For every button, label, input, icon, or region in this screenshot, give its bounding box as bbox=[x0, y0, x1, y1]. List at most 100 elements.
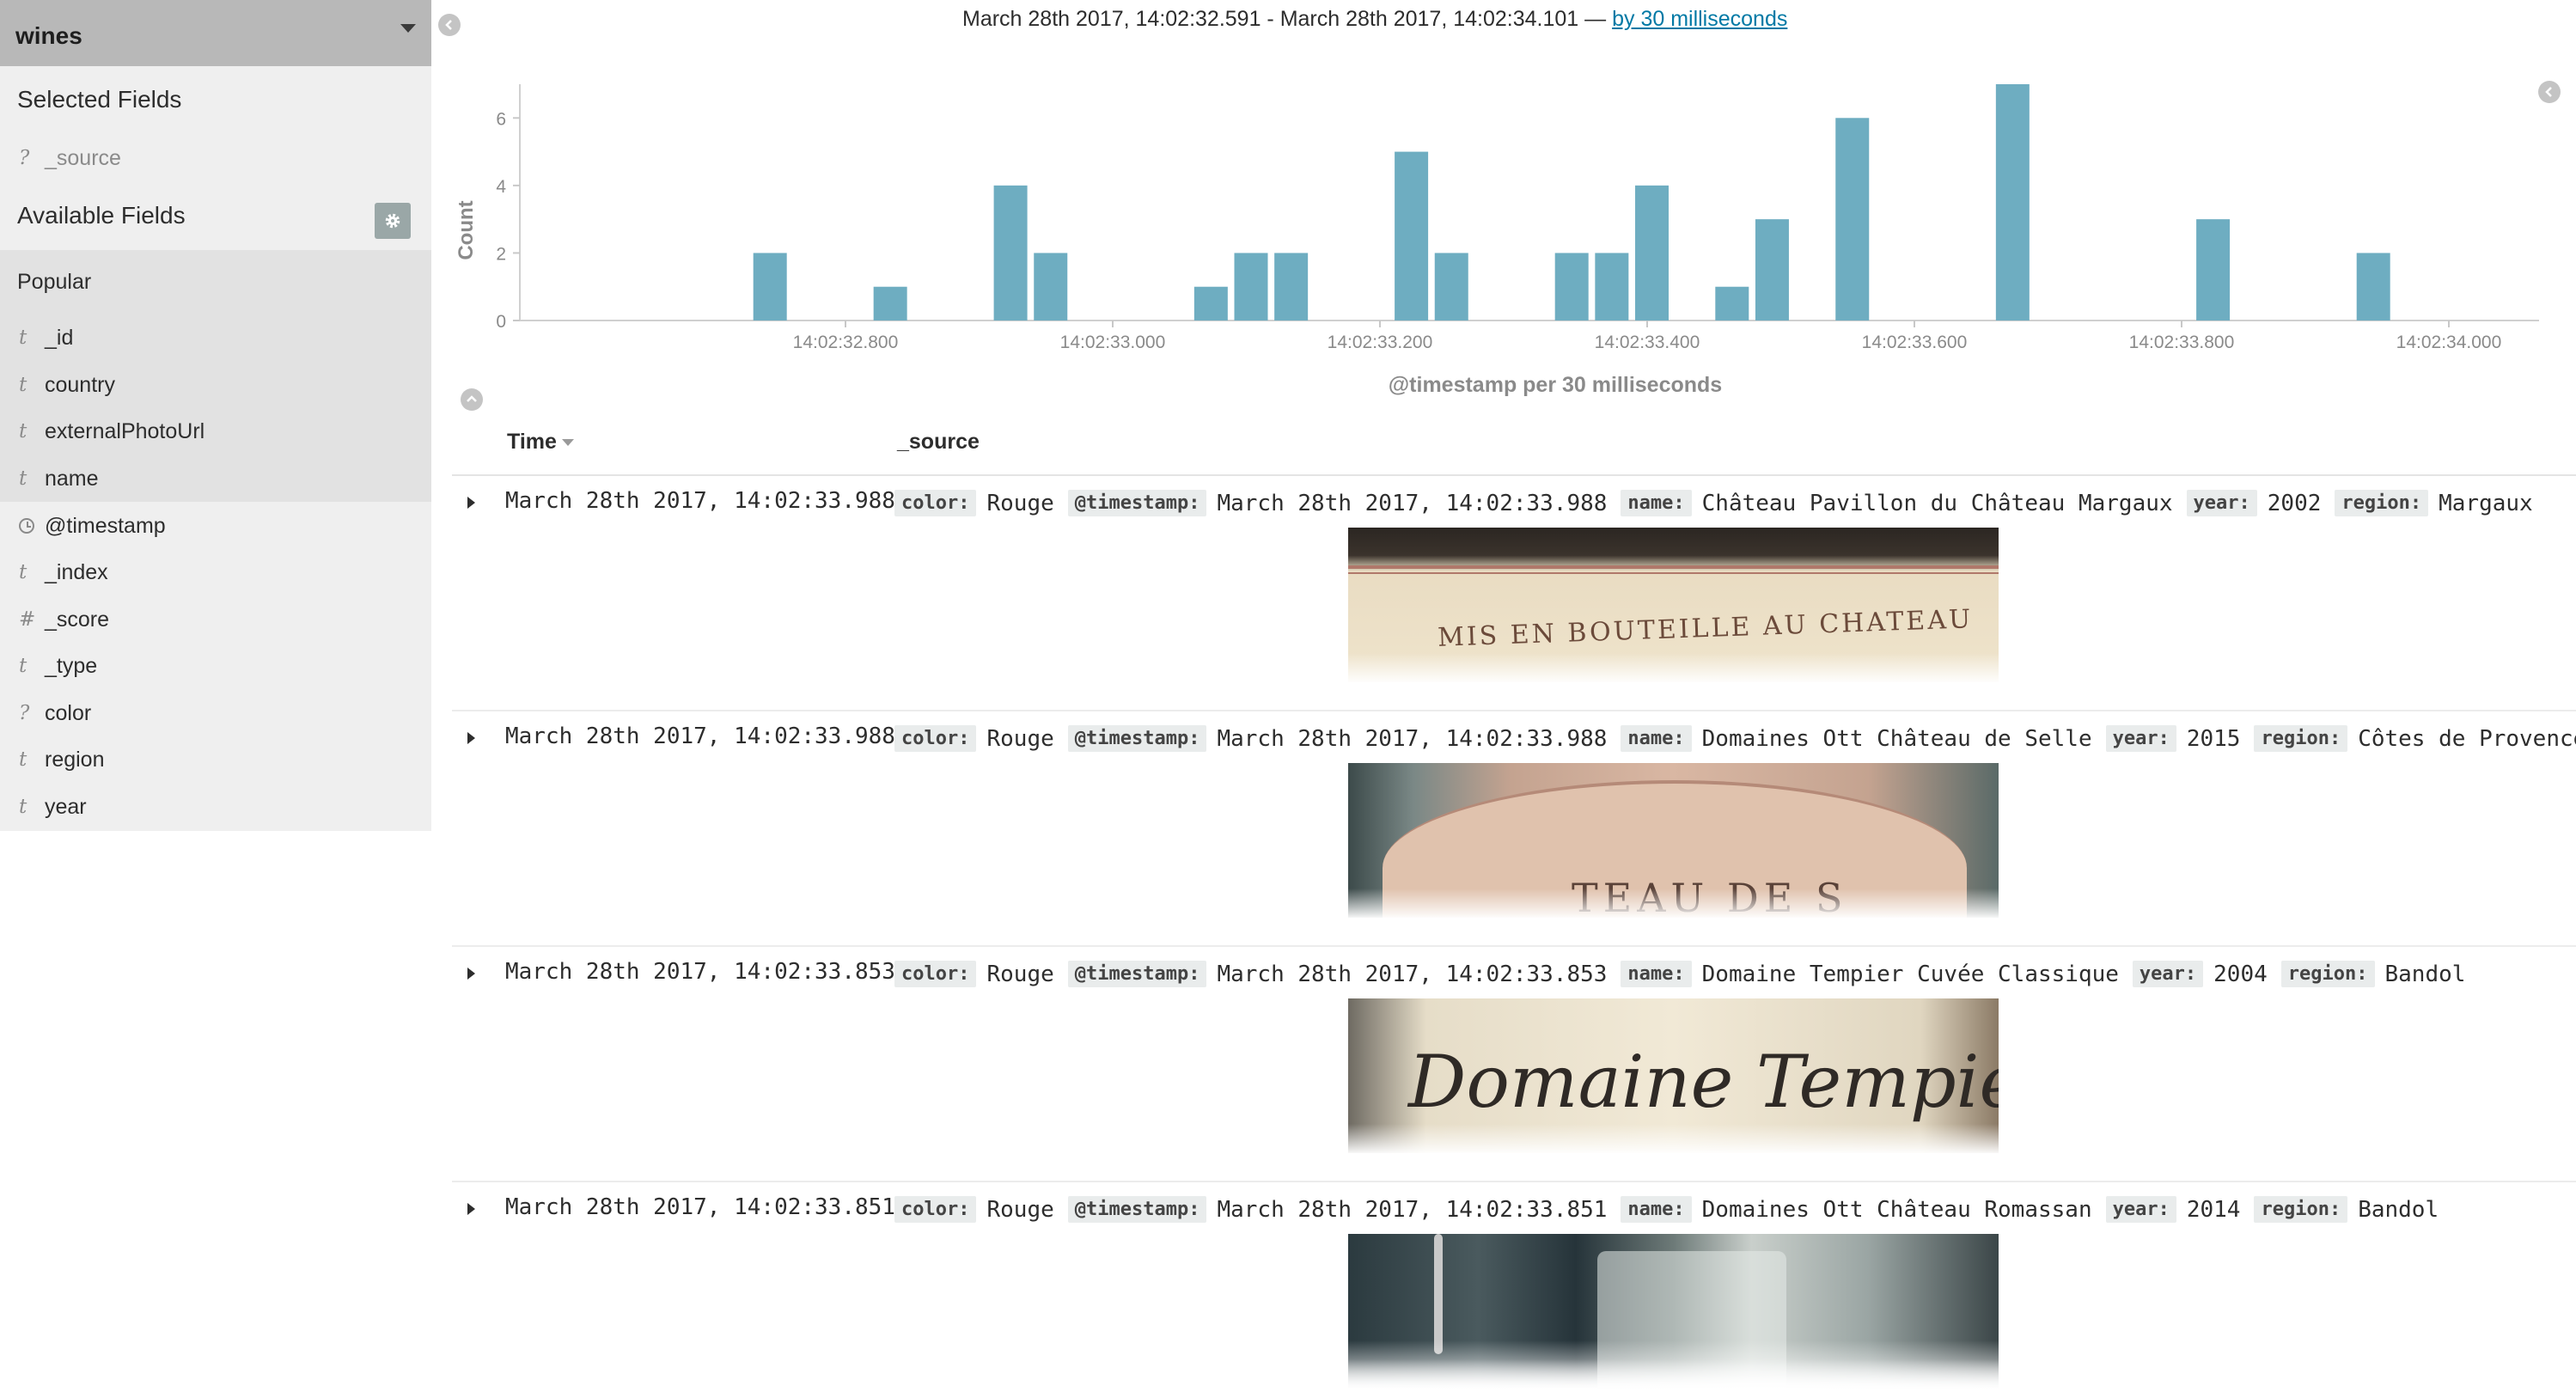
field-item-timestamp[interactable]: @timestamp bbox=[19, 509, 166, 543]
selected-field-source[interactable]: ? _source bbox=[19, 141, 121, 175]
field-item-index[interactable]: t _index bbox=[19, 555, 108, 589]
source-field-value: Côtes de Provence bbox=[2358, 725, 2576, 752]
x-tick-label: 14:02:33.400 bbox=[1595, 333, 1700, 352]
histogram-bar[interactable] bbox=[753, 253, 787, 321]
expand-row-icon[interactable] bbox=[467, 732, 475, 744]
source-field-key: name: bbox=[1621, 725, 1692, 752]
field-item-type[interactable]: t _type bbox=[19, 649, 97, 683]
field-item-color[interactable]: ? color bbox=[19, 696, 91, 730]
source-field-value: Bandol bbox=[2384, 961, 2466, 987]
popular-fields-title: Popular bbox=[17, 270, 92, 294]
field-name: _type bbox=[45, 653, 98, 678]
source-field-value: Domaine Tempier Cuvée Classique bbox=[1701, 961, 2119, 987]
time-column-header[interactable]: Time bbox=[507, 430, 574, 455]
histogram-bar[interactable] bbox=[1835, 118, 1870, 321]
histogram-bar[interactable] bbox=[1034, 253, 1068, 321]
source-field-value: Château Pavillon du Château Margaux bbox=[1701, 490, 2173, 516]
field-type-string-icon: t bbox=[19, 467, 27, 490]
field-item-year[interactable]: t year bbox=[19, 790, 87, 824]
collapse-sidebar-button[interactable] bbox=[438, 14, 461, 36]
available-fields-panel bbox=[0, 502, 431, 831]
source-column-header: _source bbox=[897, 430, 980, 454]
histogram-bars bbox=[753, 84, 2390, 321]
field-item-country[interactable]: t country bbox=[19, 368, 115, 402]
histogram-bar[interactable] bbox=[1434, 253, 1468, 321]
field-type-unknown-icon: ? bbox=[19, 702, 30, 724]
field-type-string-icon: t bbox=[19, 327, 27, 349]
scroll-fade bbox=[452, 1340, 2576, 1392]
source-field-value: 2002 bbox=[2267, 490, 2322, 516]
sort-down-icon[interactable] bbox=[561, 439, 574, 447]
histogram-bar[interactable] bbox=[1395, 151, 1429, 321]
histogram-bar[interactable] bbox=[1554, 253, 1589, 321]
source-field-key: region: bbox=[2254, 725, 2348, 752]
histogram-bar[interactable] bbox=[2196, 219, 2231, 321]
field-name: country bbox=[45, 372, 115, 397]
x-tick-label: 14:02:33.600 bbox=[1862, 333, 1968, 352]
wine-photo: MIS EN BOUTEILLE AU CHATEAU bbox=[1348, 528, 1999, 682]
source-field-value: 2004 bbox=[2213, 961, 2268, 987]
x-tick-label: 14:02:33.000 bbox=[1060, 333, 1166, 352]
popular-fields-panel bbox=[0, 250, 431, 502]
field-item-region[interactable]: t region bbox=[19, 742, 105, 777]
field-item-score[interactable]: # _score bbox=[19, 602, 109, 637]
histogram-bar[interactable] bbox=[873, 286, 907, 321]
table-row: March 28th 2017, 14:02:33.988 color: Rouge… bbox=[452, 476, 2576, 711]
source-field-key: @timestamp: bbox=[1067, 490, 1207, 516]
x-axis-label: @timestamp per 30 milliseconds bbox=[1389, 373, 1722, 397]
histogram-bar[interactable] bbox=[993, 185, 1028, 321]
table-row: March 28th 2017, 14:02:33.853 color: Rouge… bbox=[452, 947, 2576, 1182]
field-settings-button[interactable] bbox=[375, 203, 411, 239]
source-field-key: year: bbox=[2105, 725, 2176, 752]
field-item-externalphotourl[interactable]: t externalPhotoUrl bbox=[19, 414, 204, 449]
source-field-value: 2014 bbox=[2186, 1196, 2241, 1223]
histogram-bar[interactable] bbox=[1234, 253, 1268, 321]
expand-row-icon[interactable] bbox=[467, 1203, 475, 1215]
field-name: name bbox=[45, 466, 99, 491]
field-name: _id bbox=[45, 325, 74, 350]
histogram-bar[interactable] bbox=[1995, 84, 2030, 321]
source-field-value: Rouge bbox=[986, 1196, 1054, 1223]
row-divider bbox=[452, 710, 2576, 711]
row-source: color: Rouge @timestamp: March 28th 2017, 1… bbox=[894, 961, 2479, 987]
histogram-bar[interactable] bbox=[1715, 286, 1749, 321]
index-pattern-selector[interactable]: wines bbox=[0, 0, 431, 66]
row-source: color: Rouge @timestamp: March 28th 2017, 1… bbox=[894, 490, 2547, 516]
expand-row-icon[interactable] bbox=[467, 968, 475, 980]
field-type-string-icon: t bbox=[19, 374, 27, 396]
field-name: year bbox=[45, 794, 87, 819]
available-fields-title: Available Fields bbox=[17, 202, 186, 229]
interval-link[interactable]: by 30 milliseconds bbox=[1612, 7, 1788, 31]
field-item-name[interactable]: t name bbox=[19, 461, 99, 496]
x-tick-label: 14:02:33.200 bbox=[1328, 333, 1433, 352]
selected-fields-title: Selected Fields bbox=[17, 86, 182, 113]
field-sidebar: wines Selected Fields ? _source Availabl… bbox=[0, 0, 431, 1392]
field-type-string-icon: t bbox=[19, 748, 27, 771]
x-tick-label: 14:02:34.000 bbox=[2396, 333, 2502, 352]
histogram-bar[interactable] bbox=[1635, 185, 1669, 321]
collapse-legend-button[interactable] bbox=[2538, 81, 2561, 103]
photo-fade bbox=[1348, 888, 1999, 918]
histogram-bar[interactable] bbox=[1755, 219, 1789, 321]
histogram-bar[interactable] bbox=[1595, 253, 1629, 321]
field-item-id[interactable]: t _id bbox=[19, 321, 73, 355]
source-field-value: Margaux bbox=[2439, 490, 2533, 516]
expand-row-icon[interactable] bbox=[467, 497, 475, 509]
histogram-bar[interactable] bbox=[1193, 286, 1228, 321]
histogram-bar[interactable] bbox=[1274, 253, 1309, 321]
source-field-value: Rouge bbox=[986, 961, 1054, 987]
row-timestamp: March 28th 2017, 14:02:33.988 bbox=[505, 723, 895, 749]
source-field-key: name: bbox=[1621, 1196, 1692, 1223]
source-field-value: March 28th 2017, 14:02:33.988 bbox=[1217, 725, 1608, 752]
time-range-header: March 28th 2017, 14:02:32.591 - March 28… bbox=[962, 7, 2079, 32]
y-tick-label: 4 bbox=[496, 177, 506, 197]
field-type-string-icon: t bbox=[19, 420, 27, 443]
chevron-down-icon[interactable] bbox=[400, 23, 416, 33]
gear-icon bbox=[385, 213, 400, 229]
source-field-key: region: bbox=[2335, 490, 2429, 516]
histogram-bar[interactable] bbox=[2356, 253, 2390, 321]
y-tick-label: 6 bbox=[496, 109, 506, 129]
row-timestamp: March 28th 2017, 14:02:33.851 bbox=[505, 1194, 895, 1220]
source-field-key: color: bbox=[894, 1196, 977, 1223]
collapse-chart-button[interactable] bbox=[461, 388, 483, 411]
